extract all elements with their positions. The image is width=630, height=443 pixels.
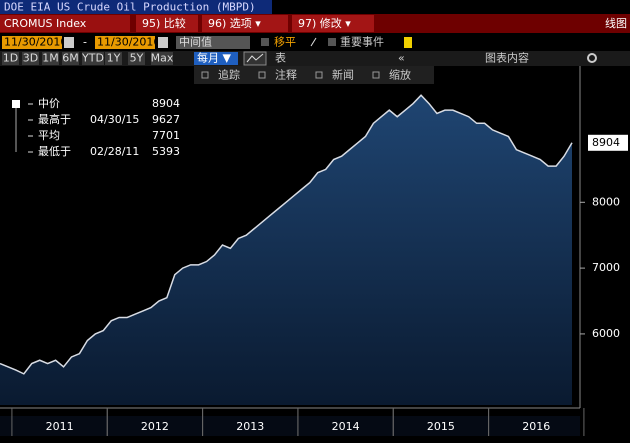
x-tick-label: 2011 [46,420,74,433]
ticker: CROMUS Index [4,17,87,30]
range-button[interactable] [22,52,39,65]
legend-value: 5393 [152,145,180,158]
gear-icon[interactable] [587,53,597,63]
range-label: Max [151,52,174,65]
legend-bg [8,95,186,161]
period-dropdown[interactable] [194,52,238,65]
legend-date: 02/28/11 [90,145,139,158]
legend-label: 中价 [38,97,60,110]
title: DOE EIA US Crude Oil Production (MBPD) [4,1,256,14]
x-axis-band [0,416,580,436]
last-value-label: 8904 [592,136,620,149]
line [0,94,573,375]
legend-label: 最低于 [38,145,71,158]
chart-icon-line [246,53,264,63]
legend-date: 04/30/15 [90,113,139,126]
range-label: 1Y [107,52,121,65]
range-button[interactable] [105,52,122,65]
range-button[interactable] [151,52,173,65]
end-date: 11/30/2016 [97,36,160,49]
range-button[interactable] [128,52,145,65]
events: 重要事件 [340,35,384,49]
range-button[interactable] [42,52,59,65]
range-label: YTD [81,52,104,65]
legend-value: 7701 [152,129,180,142]
range-buttons: 1D 3D 1M 6M YTD 1Y 5Y Max [2,52,174,65]
legend-value: 8904 [152,97,180,110]
date-box[interactable] [2,36,62,49]
legend-label: 平均 [38,129,60,142]
tool-icon[interactable] [315,71,323,79]
pen-icon [310,37,317,47]
date-box[interactable] [95,36,155,49]
menu-button[interactable] [202,15,288,32]
mode-dropdown[interactable] [176,36,250,49]
range-button[interactable] [2,52,19,65]
y-tick-label: 7000 [592,261,620,274]
tool-icon[interactable] [201,71,209,79]
x-tick-label: 2015 [427,420,455,433]
chart-content: 图表内容 [485,51,529,65]
start-date: 11/30/2010 [4,36,67,49]
menu-item: 95) 比较 [142,16,186,30]
toolbar [194,66,434,84]
table: 表 [275,51,286,65]
range-label: 3D [23,52,38,65]
range-label: 6M [62,52,79,65]
x-tick-label: 2012 [141,420,169,433]
calendar-icon[interactable] [158,37,168,48]
date-separator: - [83,36,87,49]
calendar-icon[interactable] [64,37,74,48]
y-tick-label: 8000 [592,195,620,208]
tool-icon[interactable] [372,71,380,79]
last-value-box [588,134,628,151]
tool-icon[interactable] [258,71,266,79]
menu-button[interactable] [292,15,374,32]
x-tick-label: 2016 [522,420,550,433]
view-label: 线图 [605,16,627,30]
smooth: 移平 [274,36,296,49]
tool-label: 新闻 [332,68,354,82]
menu-button[interactable] [136,15,198,32]
menu-item: 96) 选项 ▾ [208,17,261,30]
checkbox[interactable] [261,38,269,46]
legend-swatch [12,100,20,108]
range-label: 1D [3,52,18,65]
info-icon[interactable] [404,37,412,48]
ticker-box[interactable] [0,15,130,32]
legend: 中价 8904 最高于 04/30/15 9627 平均 7701 最低于 02/28/11 53… [12,97,180,158]
legend-value: 9627 [152,113,180,126]
legend-label: 最高于 [38,112,71,126]
title-bg [0,0,272,14]
tool-label: 缩放 [389,68,411,82]
y-tick-label: 6000 [592,327,620,340]
tool-label: 注释 [275,68,297,82]
plot [0,94,573,405]
range-button[interactable] [62,52,79,65]
tool-label: 追踪 [218,68,240,82]
range-label: 1M [42,52,59,65]
range-label: 5Y [130,52,144,65]
toolbar-items: 追踪 注释 新闻 缩放 [201,68,411,82]
menu-item: 97) 修改 ▾ [298,16,351,30]
mode: 中间值 [179,36,212,49]
checkbox[interactable] [328,38,336,46]
range-button[interactable] [82,52,104,65]
collapse[interactable]: « [398,52,405,65]
x-tick-label: 2014 [332,420,360,433]
area [0,95,572,405]
period: 每月 ▼ [197,51,231,65]
x-tick-label: 2013 [236,420,264,433]
